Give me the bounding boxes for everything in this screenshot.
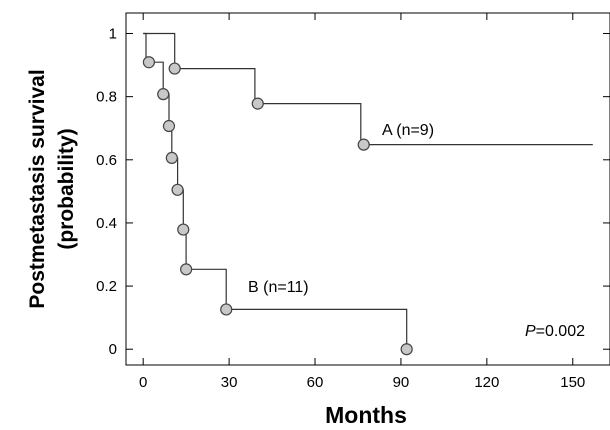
series-label-a: A (n=9) xyxy=(382,122,434,139)
censor-marker-b xyxy=(171,183,184,196)
y-tick-label: 0 xyxy=(109,341,117,358)
y-axis-title-line2: (probability) xyxy=(55,128,78,249)
y-axis-title: Postmetastasis survival (probability) xyxy=(26,69,78,308)
censor-marker-b xyxy=(142,56,156,69)
x-axis-title: Months xyxy=(325,402,407,428)
censor-markers xyxy=(142,56,413,356)
censor-marker-b xyxy=(220,303,233,316)
p-value-text: =0.002 xyxy=(536,323,585,340)
x-tick-label: 30 xyxy=(221,374,238,391)
axis-ticks: 0 30 60 90 120 150 0 0.2 0.4 0.6 0.8 1 xyxy=(96,13,610,391)
censor-marker-b xyxy=(400,343,413,356)
censor-marker-a xyxy=(168,62,181,75)
censor-marker-b xyxy=(165,151,178,165)
censor-marker-a xyxy=(357,138,370,151)
y-tick-label: 0.8 xyxy=(96,89,117,106)
censor-marker-b xyxy=(162,119,176,133)
y-tick-label: 1 xyxy=(109,26,117,43)
p-value-annotation: P=0.002 xyxy=(525,323,585,340)
censor-marker-b xyxy=(157,88,170,101)
x-tick-label: 90 xyxy=(393,374,410,391)
survival-curves xyxy=(143,32,593,350)
y-tick-label: 0.2 xyxy=(96,278,117,295)
x-tick-label: 60 xyxy=(307,374,324,391)
p-value-symbol: P xyxy=(525,323,536,340)
censor-marker-b xyxy=(177,223,190,236)
survival-curve-a xyxy=(143,32,593,146)
censor-marker-b xyxy=(180,263,193,276)
y-axis-title-line1: Postmetastasis survival xyxy=(26,69,49,308)
plot-frame xyxy=(125,12,610,366)
x-tick-label: 0 xyxy=(139,374,147,391)
x-tick-label: 150 xyxy=(560,374,585,391)
censor-marker-a xyxy=(251,97,264,110)
y-tick-label: 0.4 xyxy=(96,215,117,232)
series-label-b: B (n=11) xyxy=(248,279,309,296)
y-tick-label: 0.6 xyxy=(96,152,117,169)
x-tick-label: 120 xyxy=(474,374,499,391)
